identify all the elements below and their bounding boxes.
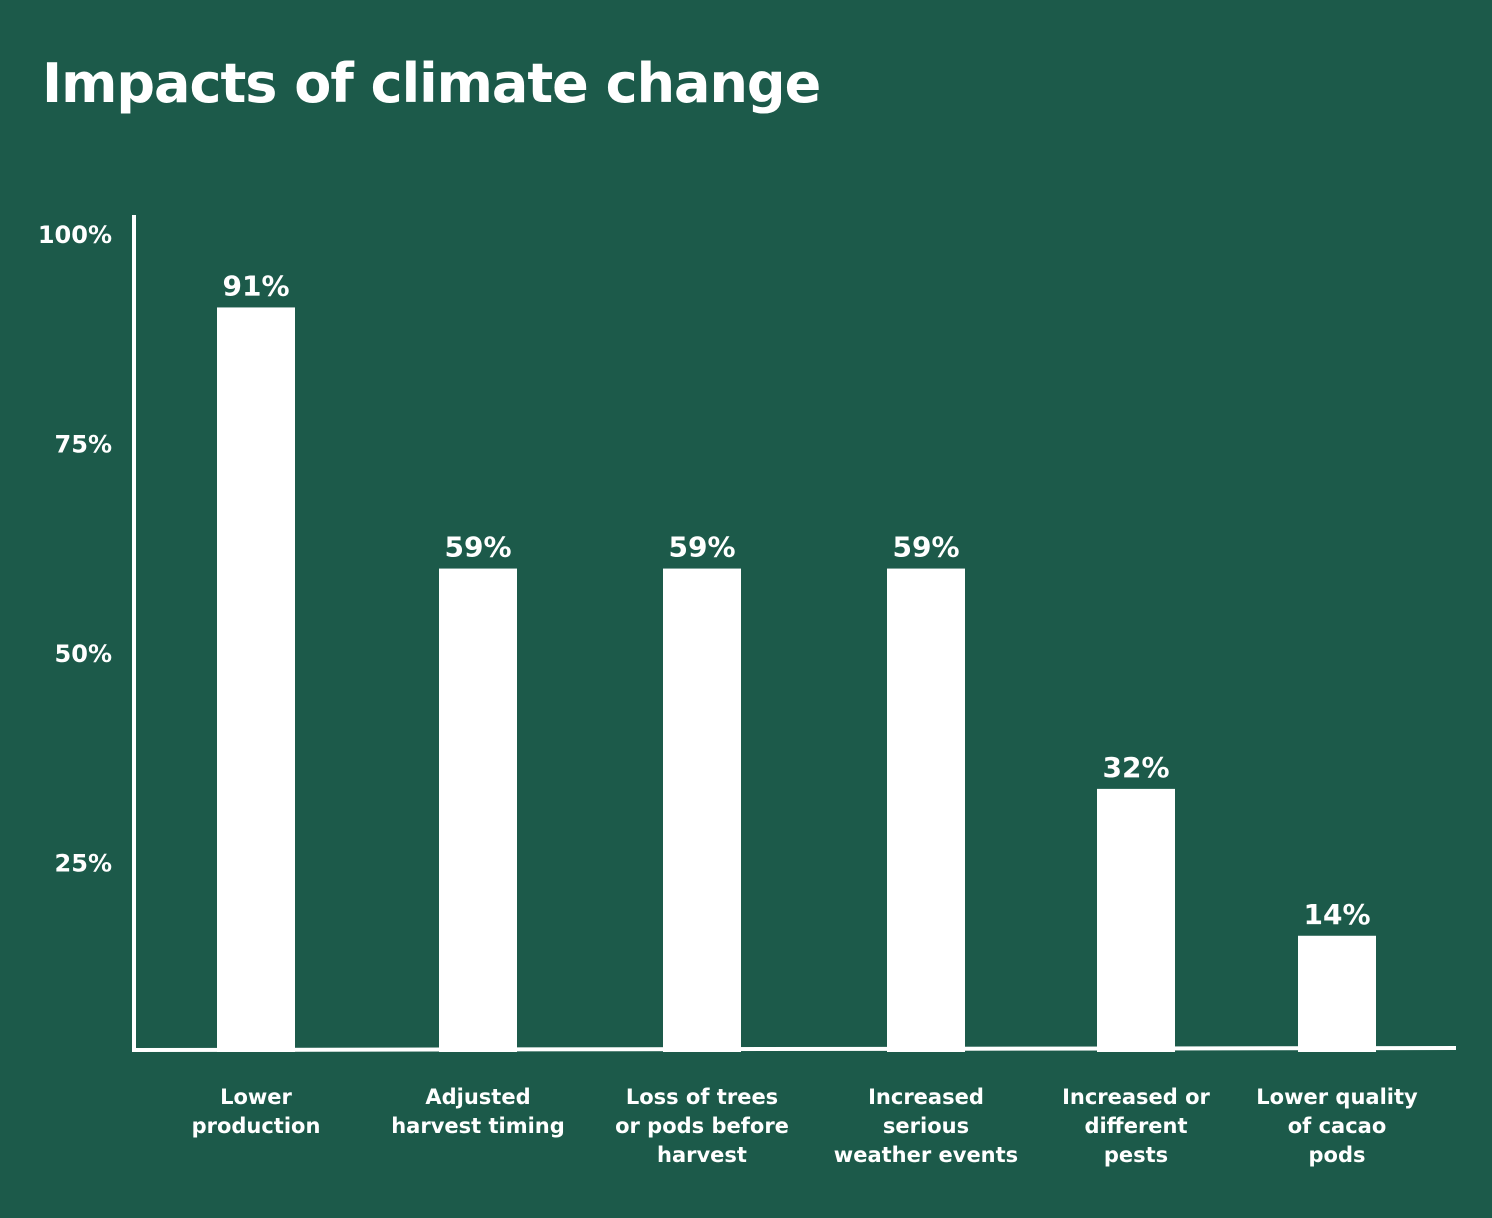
data-label: 59% [892,531,959,564]
x-tick-label-line: weather events [834,1143,1018,1167]
y-tick-label: 100% [38,221,112,249]
x-tick-label-line: serious [883,1114,969,1138]
x-tick-labels: Lower production Adjusted harvest timing Los… [192,1085,1418,1167]
x-tick-label-line: harvest [657,1143,747,1167]
x-tick-label-line: Increased or [1062,1085,1210,1109]
x-tick-label-line: Lower quality [1256,1085,1418,1109]
data-label: 32% [1102,751,1169,784]
bar [217,307,295,1052]
x-tick-label: Increased serious weather events [834,1085,1018,1167]
y-tick-label: 50% [55,640,112,668]
x-tick-label-line: production [192,1114,321,1138]
y-tick-label: 25% [55,850,112,878]
x-tick-label-line: different [1084,1114,1187,1138]
x-tick-label-line: Lower [220,1085,292,1109]
data-label: 59% [668,531,735,564]
x-tick-label: Loss of trees or pods before harvest [615,1085,789,1167]
data-label: 14% [1303,898,1370,931]
bar [887,568,965,1052]
bar [663,568,741,1052]
x-tick-label-line: pods [1309,1143,1366,1167]
y-tick-label: 75% [55,431,112,459]
data-label: 91% [222,269,289,302]
x-tick-label-line: pests [1104,1143,1168,1167]
x-tick-label: Lower production [192,1085,321,1138]
y-tick-labels: 25% 50% 75% 100% [38,221,112,878]
x-tick-label-line: or pods before [615,1114,789,1138]
bar [1298,935,1376,1052]
x-axis-line [131,1046,1457,1052]
x-tick-label: Increased or different pests [1062,1085,1210,1167]
bar [439,568,517,1052]
chart-title: Impacts of climate change [42,52,821,115]
x-tick-label-line: Adjusted [425,1085,530,1109]
bar [1097,788,1175,1052]
x-tick-label: Adjusted harvest timing [391,1085,565,1138]
x-tick-label-line: Loss of trees [626,1085,778,1109]
x-tick-label: Lower quality of cacao pods [1256,1085,1418,1167]
data-label: 59% [444,531,511,564]
x-tick-label-line: of cacao [1288,1114,1387,1138]
data-labels: 91% 59% 59% 59% 32% 14% [222,269,1370,930]
x-tick-label-line: harvest timing [391,1114,565,1138]
bars [217,307,1376,1052]
x-tick-label-line: Increased [868,1085,984,1109]
